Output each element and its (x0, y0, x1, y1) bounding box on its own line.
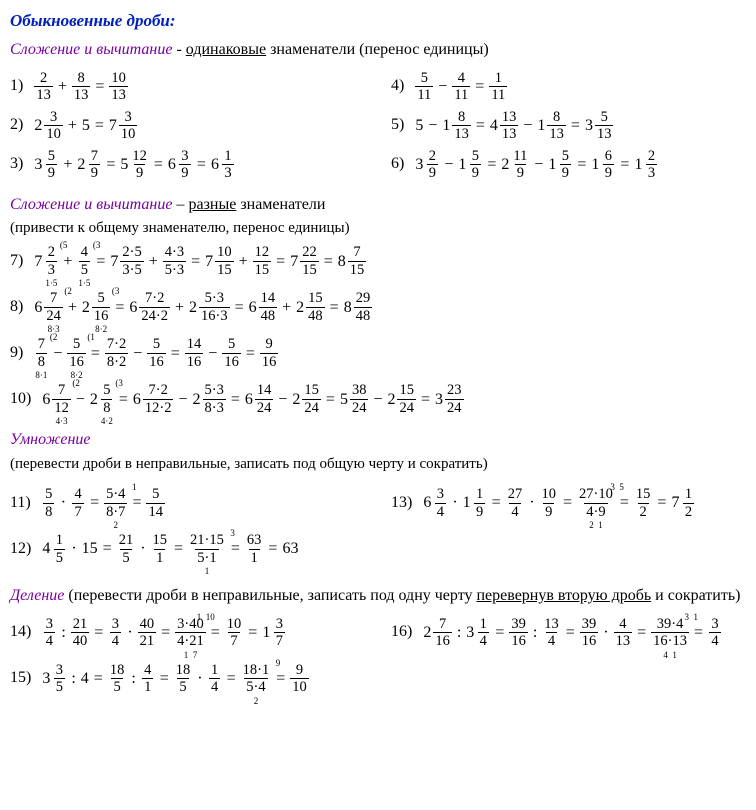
eq-8: 8) 6724(28·3 + 2516(38·2 = 67·224·2 + 25… (10, 291, 746, 323)
eq-3: 3) 359 + 279 = 5129 = 639 = 613 (10, 149, 365, 181)
eq-12: 12) 415 · 15 = 215 · 151 = 21·155·131 = … (10, 533, 365, 565)
section-3-note: (перевести дроби в неправильные, записат… (10, 454, 746, 474)
eq-5: 5) 5 − 1813 = 41313 − 1813 = 3513 (391, 110, 746, 142)
section1-tail: знаменатели (перенос единицы) (266, 41, 489, 58)
eq-9: 9) 78(28·1 − 516(18·2 = 7·28·2 − 516 = 1… (10, 337, 746, 369)
section-3-title: Умножение (10, 429, 746, 451)
eq-7: 7) 723(51·5 + 45(31·5 = 72·53·5 + 4·35·3… (10, 245, 746, 277)
section-3-columns: 11) 58 · 47 = 5·48·712 = 514 12) 415 · 1… (10, 480, 746, 579)
section-4-title: Деление (перевести дроби в неправильные,… (10, 585, 746, 607)
eq-10: 10) 6712(24·3 − 258(34·2 = 67·212·2 − 25… (10, 383, 746, 415)
eq-6: 6) 329 − 159 = 2119 − 159 = 169 = 123 (391, 149, 746, 181)
section-2-title: Сложение и вычитание – разные знаменател… (10, 194, 746, 216)
section1-em: Сложение и вычитание (10, 41, 172, 58)
section-1-title: Сложение и вычитание - одинаковые знамен… (10, 39, 746, 61)
eq-15: 15) 335 : 4 = 185 : 41 = 185 · 14 = 18·1… (10, 663, 365, 695)
eq-11: 11) 58 · 47 = 5·48·712 = 514 (10, 487, 365, 519)
eq-13: 13) 634 · 119 = 274 · 109 = 27·104·93 52… (391, 487, 746, 519)
eq-4: 4) 511 − 411 = 111 (391, 71, 746, 103)
section-1-left: 1) 213 + 813 = 1013 2) 2310 + 5 = 7310 3… (10, 64, 365, 188)
title-main: Обыкновенные дроби: (10, 10, 746, 33)
eq-1: 1) 213 + 813 = 1013 (10, 71, 365, 103)
section-1-right: 4) 511 − 411 = 111 5) 5 − 1813 = 41313 −… (391, 64, 746, 188)
section-2-note: (привести к общему знаменателю, перенос … (10, 218, 746, 238)
section-1-columns: 1) 213 + 813 = 1013 2) 2310 + 5 = 7310 3… (10, 64, 746, 188)
eq-2: 2) 2310 + 5 = 7310 (10, 110, 365, 142)
idx-1: 1) (10, 77, 23, 94)
eq-14: 14) 34 : 2140 = 34 · 4021 = 3·404·211 10… (10, 617, 365, 649)
section1-cont: - (172, 41, 185, 58)
section-4-columns: 14) 34 : 2140 = 34 · 4021 = 3·404·211 10… (10, 610, 746, 709)
section1-under: одинаковые (186, 41, 266, 58)
eq-16: 16) 2716 : 314 = 3916 : 134 = 3916 · 413… (391, 617, 746, 649)
